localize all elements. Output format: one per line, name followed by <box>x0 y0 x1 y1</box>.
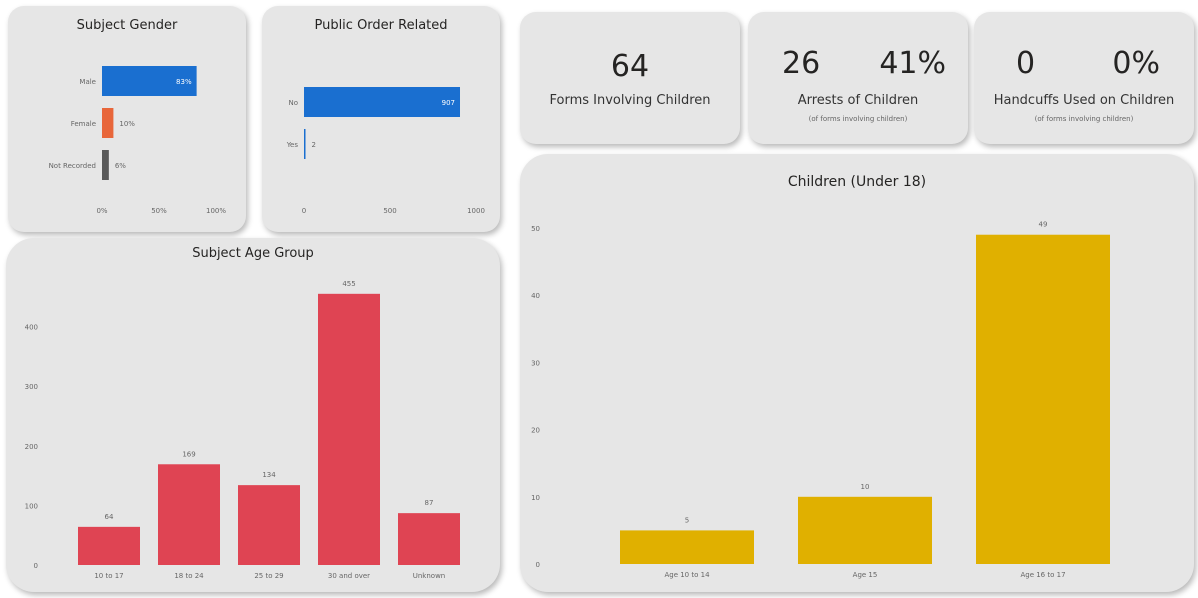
x-tick-label: 0 <box>302 207 306 215</box>
data-label: 2 <box>312 141 316 149</box>
x-tick-label: Age 10 to 14 <box>664 571 710 579</box>
data-label: 10% <box>119 120 135 128</box>
x-tick-label: Unknown <box>413 572 446 580</box>
y-tick-label: 50 <box>531 225 540 233</box>
data-label: 10 <box>861 483 870 491</box>
public-order-chart: No 907 Yes 2 0 500 1000 <box>286 87 485 215</box>
children-chart: 0 10 20 30 40 50 5 Age 10 to 14 10 Age 15 49 Age 16… <box>531 221 1110 579</box>
x-tick-label: Age 16 to 17 <box>1020 571 1065 579</box>
bar <box>304 87 461 117</box>
x-tick-label: 10 to 17 <box>94 572 123 580</box>
x-tick-label: 30 and over <box>328 572 370 580</box>
y-tick-label: 30 <box>531 359 540 367</box>
children-title: Children (Under 18) <box>787 174 927 190</box>
subject-age-title: Subject Age Group <box>192 246 314 261</box>
data-label: 83% <box>176 78 192 86</box>
kpi-forms-label: Forms Involving Children <box>549 93 711 108</box>
y-tick-label: 200 <box>25 443 38 451</box>
kpi-arrests-sublabel: (of forms involving children) <box>808 115 908 123</box>
y-tick-label: Not Recorded <box>49 162 96 170</box>
x-tick-label: 100% <box>206 207 226 215</box>
data-label: 49 <box>1039 221 1048 229</box>
x-tick-label: Age 15 <box>853 571 878 579</box>
public-order-card: Public Order Related No 907 Yes 2 0 500 1000 <box>262 6 500 232</box>
y-tick-label: 400 <box>25 324 38 332</box>
data-label: 907 <box>442 99 455 107</box>
data-label: 169 <box>182 450 195 458</box>
subject-age-chart: 0 100 200 300 400 64 10 to 17 169 18 to 24 134 25 … <box>25 280 460 580</box>
kpi-arrests-value: 26 <box>782 46 821 81</box>
y-tick-label: Male <box>79 78 96 86</box>
kpi-arrests-label: Arrests of Children <box>797 93 919 108</box>
subject-age-card: Subject Age Group 0 100 200 300 400 64 10 to 1… <box>6 238 500 592</box>
y-tick-label: Female <box>71 120 96 128</box>
x-tick-label: 0% <box>96 207 107 215</box>
kpi-handcuffs-sublabel: (of forms involving children) <box>1034 115 1134 123</box>
y-tick-label: No <box>288 99 298 107</box>
kpi-handcuffs-value: 0 <box>1016 46 1036 81</box>
y-tick-label: 20 <box>531 427 540 435</box>
kpi-handcuffs-label: Handcuffs Used on Children <box>993 93 1175 108</box>
data-label: 64 <box>105 513 114 521</box>
bar <box>102 150 109 180</box>
x-tick-label: 25 to 29 <box>254 572 283 580</box>
y-tick-label: 0 <box>34 562 38 570</box>
data-label: 134 <box>262 471 276 479</box>
y-tick-label: Yes <box>286 141 299 149</box>
y-tick-label: 100 <box>25 502 38 510</box>
x-tick-label: 18 to 24 <box>174 572 204 580</box>
bar <box>620 530 754 564</box>
data-label: 87 <box>425 499 434 507</box>
subject-gender-chart: Male 83% Female 10% Not Recorded 6% 0% 50% 100% <box>49 66 226 215</box>
data-label: 5 <box>685 516 689 524</box>
y-tick-label: 40 <box>531 292 540 300</box>
kpi-forms-card: 64 Forms Involving Children <box>520 12 740 144</box>
bar <box>78 526 140 565</box>
subject-gender-card: Subject Gender Male 83% Female 10% Not Recor… <box>8 6 246 232</box>
public-order-title: Public Order Related <box>314 18 448 33</box>
bar <box>102 66 197 96</box>
bar <box>976 234 1110 564</box>
bar <box>158 464 220 565</box>
kpi-handcuffs-card: 0 0% Handcuffs Used on Children (of form… <box>974 12 1194 144</box>
bar <box>398 513 460 565</box>
bar <box>238 485 300 565</box>
y-tick-label: 0 <box>536 561 540 569</box>
y-tick-label: 10 <box>531 494 540 502</box>
x-tick-label: 500 <box>383 207 396 215</box>
kpi-handcuffs-percent: 0% <box>1112 46 1160 81</box>
subject-gender-title: Subject Gender <box>76 18 178 33</box>
x-tick-label: 50% <box>151 207 167 215</box>
bar <box>304 129 306 159</box>
bar <box>318 293 380 565</box>
x-tick-label: 1000 <box>467 207 485 215</box>
kpi-arrests-percent: 41% <box>879 46 946 81</box>
kpi-forms-value: 64 <box>610 49 650 84</box>
data-label: 6% <box>115 162 126 170</box>
data-label: 455 <box>342 280 355 288</box>
bar <box>798 496 932 564</box>
children-card: Children (Under 18) 0 10 20 30 40 50 5 Age 10 t… <box>520 154 1194 592</box>
kpi-arrests-card: 26 41% Arrests of Children (of forms inv… <box>748 12 968 144</box>
y-tick-label: 300 <box>25 383 38 391</box>
bar <box>102 108 114 138</box>
